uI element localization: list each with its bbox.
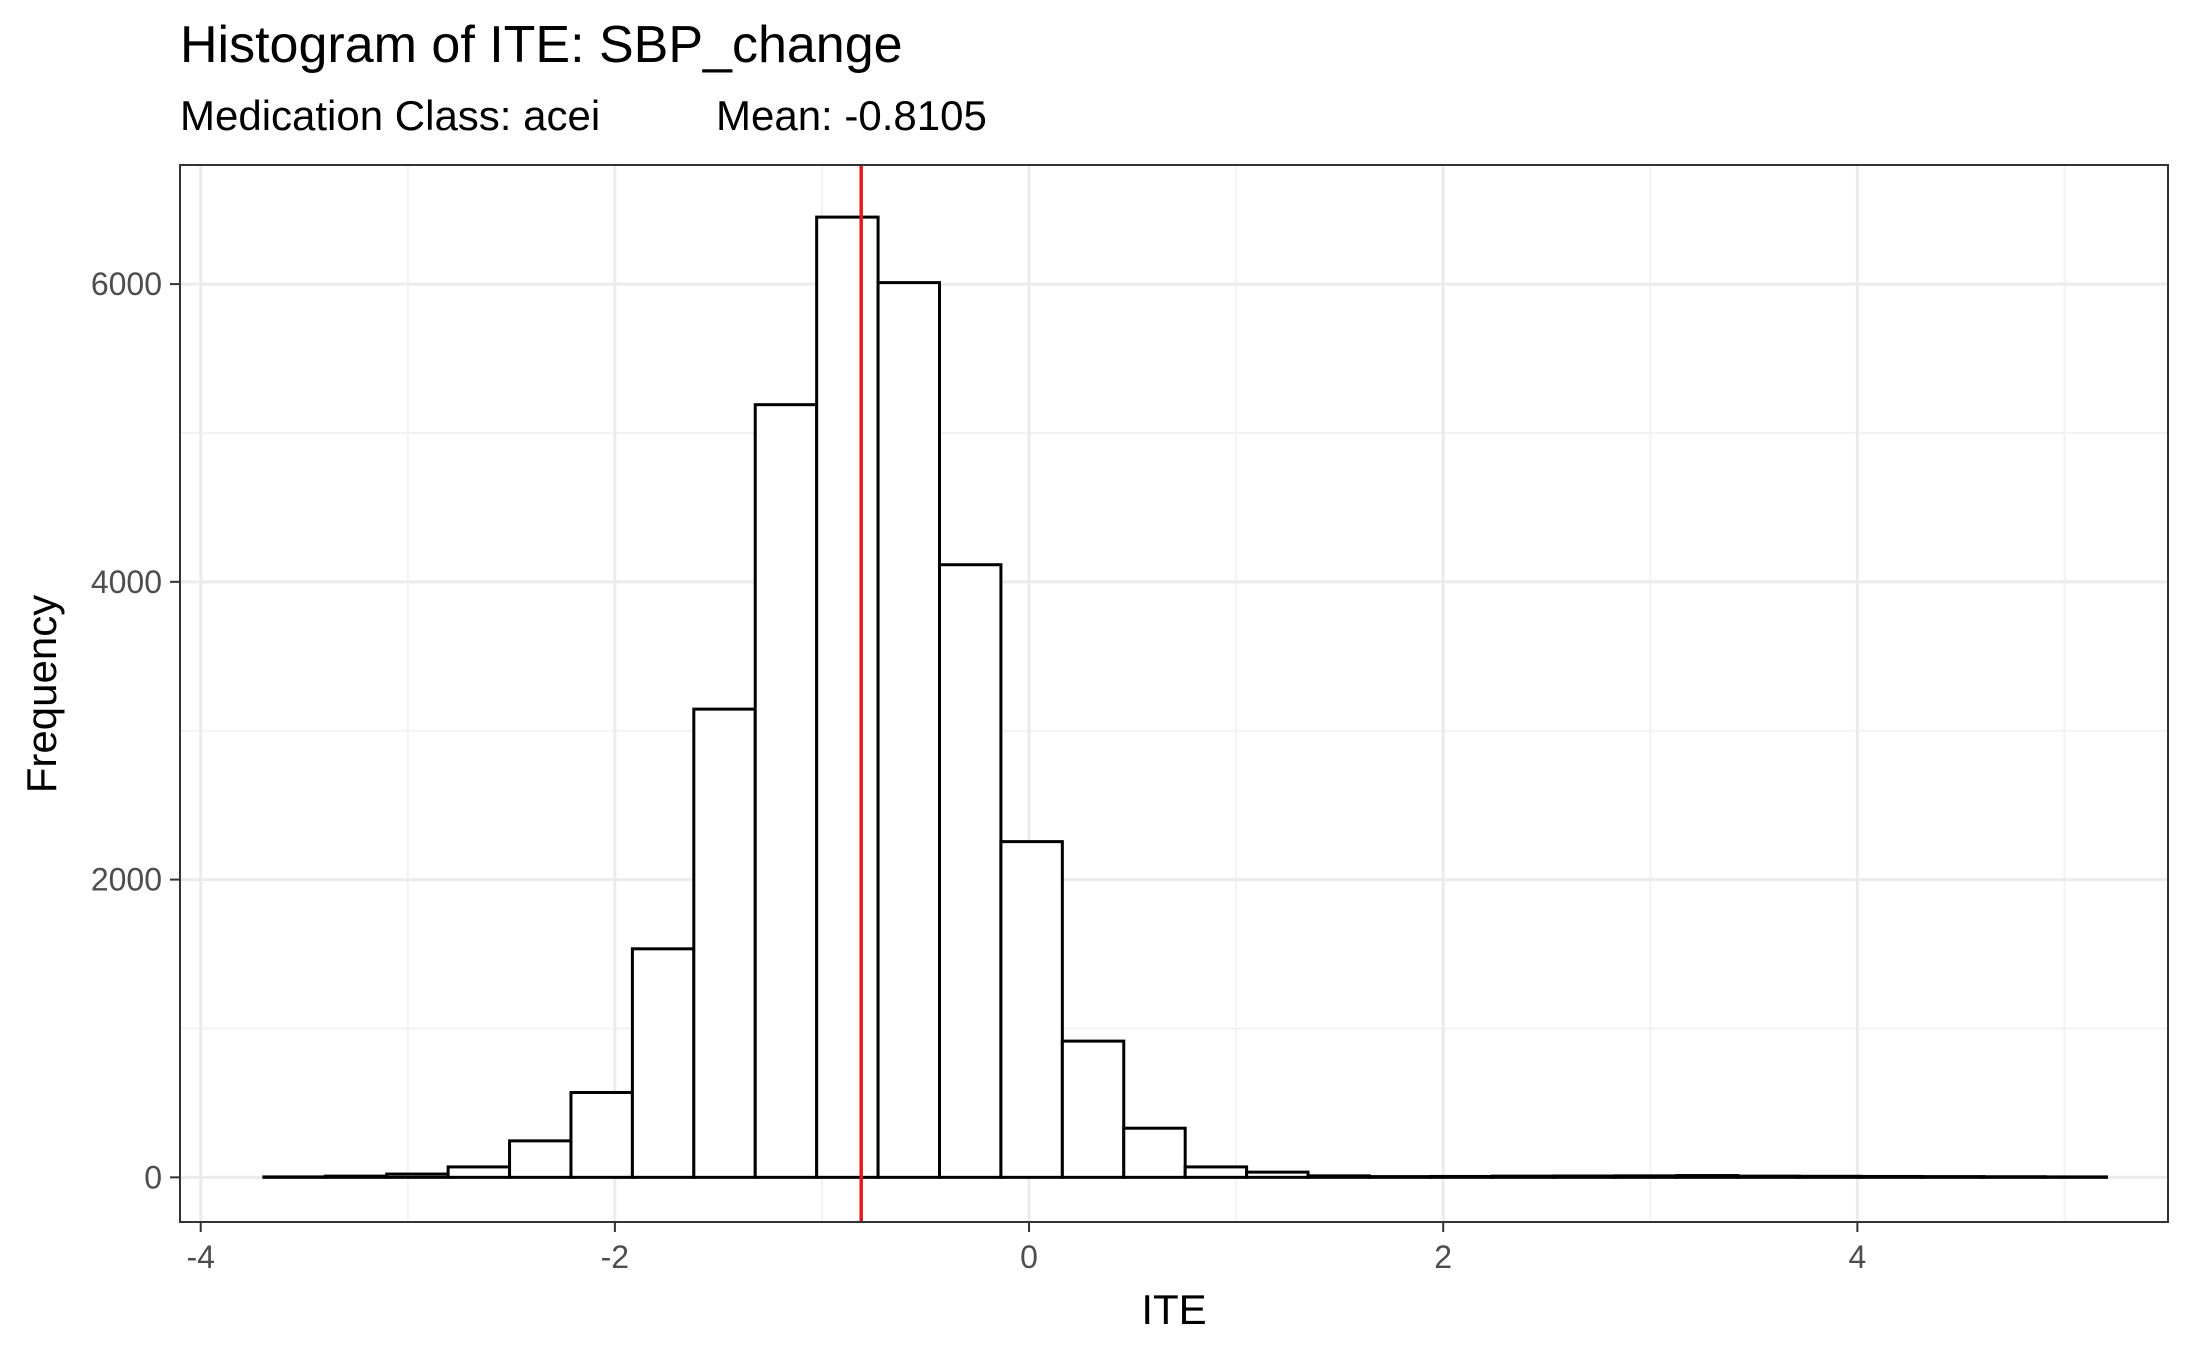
chart-subtitle-mean: Mean: -0.8105 (716, 92, 987, 139)
x-tick-label: -4 (186, 1239, 214, 1275)
histogram-bar (1490, 1174, 1556, 1179)
histogram-bar (1859, 1174, 1924, 1179)
histogram-bar (1122, 1126, 1187, 1179)
histogram-bar (385, 1172, 450, 1179)
histogram-bar (1920, 1175, 1986, 1179)
histogram-bar (323, 1174, 389, 1179)
x-tick-label: 4 (1848, 1239, 1866, 1275)
y-tick-label: 6000 (91, 266, 162, 302)
chart-title: Histogram of ITE: SBP_change (180, 16, 903, 74)
histogram-bar (1552, 1174, 1617, 1179)
y-tick-label: 4000 (91, 564, 162, 600)
histogram-bar (1675, 1174, 1740, 1179)
x-axis-title: ITE (1141, 1286, 1206, 1333)
x-tick-label: 2 (1434, 1239, 1452, 1275)
histogram-bar (1060, 1039, 1126, 1179)
histogram-bars (262, 215, 2108, 1179)
histogram-bar (1429, 1174, 1494, 1179)
histogram-bar (1183, 1165, 1249, 1179)
histogram-bar (999, 840, 1064, 1179)
histogram-bar (1982, 1175, 2047, 1179)
histogram-bar (446, 1165, 512, 1179)
x-tick-label: 0 (1020, 1239, 1038, 1275)
histogram-bar (1613, 1174, 1679, 1179)
histogram-bar (630, 947, 696, 1179)
histogram-bar (508, 1139, 573, 1179)
histogram-bar (1306, 1174, 1371, 1179)
x-axis: -4 -2 0 2 4 (186, 1222, 1866, 1275)
y-axis: 0 2000 4000 6000 (91, 266, 180, 1195)
histogram-bar (937, 563, 1003, 1179)
histogram-bar (815, 215, 880, 1179)
panel-border (179, 164, 2169, 1223)
x-tick-label: -2 (601, 1239, 629, 1275)
histogram-bar (1736, 1174, 1801, 1179)
grid-lines (180, 165, 2168, 1222)
histogram-bar (692, 707, 757, 1179)
histogram-bar (1367, 1175, 1433, 1179)
histogram-bar (569, 1090, 634, 1179)
y-axis-title: Frequency (18, 595, 65, 793)
histogram-bar (1797, 1174, 1863, 1179)
histogram-bar (876, 281, 941, 1179)
histogram-bar (753, 403, 819, 1179)
chart-subtitle-class: Medication Class: acei (180, 92, 600, 139)
y-tick-label: 2000 (91, 862, 162, 898)
y-tick-label: 0 (144, 1159, 162, 1195)
histogram-bar (1245, 1170, 1310, 1179)
